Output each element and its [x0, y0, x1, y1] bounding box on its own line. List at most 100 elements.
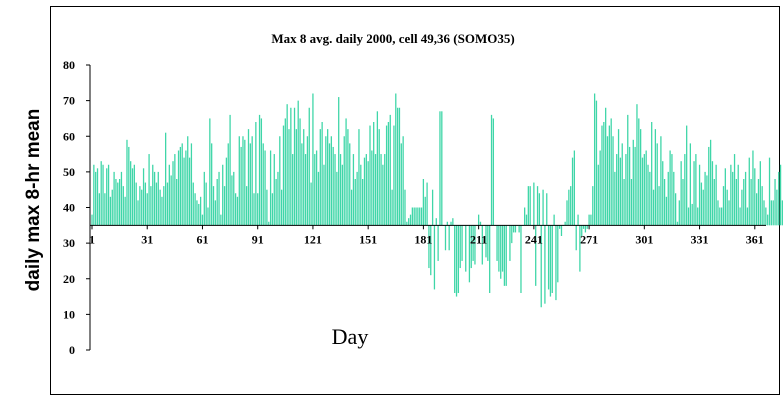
bar-day-9 [106, 168, 108, 226]
bar-day-273 [592, 186, 594, 226]
bar-day-224 [501, 225, 504, 272]
bar-day-339 [713, 179, 715, 226]
bar-day-258 [564, 221, 566, 226]
bar-day-175 [411, 207, 413, 226]
bar-day-32 [148, 154, 150, 226]
bar-day-328 [693, 161, 695, 226]
x-tick-label: 241 [525, 232, 543, 246]
bar-day-117 [304, 154, 307, 226]
bar-day-94 [262, 143, 264, 226]
x-tick-label: 181 [414, 232, 432, 246]
bar-day-180 [420, 207, 423, 226]
bar-day-62 [203, 171, 205, 226]
bar-day-216 [487, 225, 489, 261]
bar-day-50 [181, 143, 183, 226]
bar-day-141 [349, 143, 351, 226]
bar-day-124 [317, 171, 320, 226]
bar-day-96 [266, 189, 268, 226]
bar-day-30 [144, 182, 147, 226]
bar-day-69 [216, 179, 218, 226]
bar-day-187 [433, 225, 436, 290]
bar-day-209 [474, 225, 476, 265]
bar-day-132 [332, 146, 334, 226]
bar-day-184 [428, 225, 430, 269]
bar-day-261 [570, 186, 572, 226]
bar-day-206 [468, 225, 471, 283]
bar-day-294 [630, 179, 633, 226]
bar-day-72 [222, 164, 224, 226]
bar-day-66 [211, 143, 213, 226]
bar-day-136 [339, 154, 342, 226]
bar-day-16 [118, 179, 121, 226]
bar-day-129 [327, 129, 329, 226]
bar-day-113 [297, 100, 299, 226]
bar-day-284 [612, 136, 614, 226]
bar-day-186 [431, 189, 434, 226]
bar-day-154 [373, 122, 375, 226]
y-tick-label: 10 [63, 307, 75, 321]
bar-day-223 [500, 225, 502, 279]
bar-day-41 [165, 132, 167, 226]
bar-day-305 [651, 122, 653, 226]
bar-day-230 [512, 225, 515, 233]
bar-day-331 [698, 164, 701, 226]
bar-day-151 [367, 161, 369, 226]
bar-day-111 [293, 107, 296, 226]
bar-day-112 [295, 129, 298, 226]
bar-day-73 [223, 186, 226, 226]
bar-day-359 [750, 179, 752, 226]
bar-day-100 [273, 154, 275, 226]
bar-day-71 [220, 214, 222, 226]
bar-day-249 [547, 225, 550, 290]
bar-day-311 [662, 161, 664, 226]
bar-day-6 [100, 161, 102, 226]
bar-day-228 [509, 225, 511, 261]
bar-day-365 [761, 186, 763, 226]
bar-day-367 [765, 207, 767, 226]
bar-day-97 [268, 221, 270, 226]
bar-day-19 [124, 196, 126, 226]
bar-day-110 [292, 154, 294, 226]
bar-day-324 [686, 125, 688, 226]
bar-day-101 [275, 179, 277, 226]
bar-day-17 [120, 171, 123, 226]
bar-day-358 [748, 157, 750, 226]
bar-day-207 [470, 225, 472, 269]
bar-day-215 [485, 225, 487, 258]
bar-day-144 [354, 179, 356, 226]
bar-day-158 [380, 154, 382, 226]
bar-day-163 [389, 114, 391, 226]
bar-day-2 [93, 164, 95, 226]
bar-day-183 [426, 182, 428, 226]
chart-title: Max 8 avg. daily 2000, cell 49,36 (SOMO3… [271, 31, 514, 46]
bar-day-213 [481, 225, 483, 265]
bar-day-360 [752, 150, 754, 226]
bar-day-266 [579, 225, 581, 272]
bar-day-245 [540, 225, 542, 308]
bar-day-157 [378, 129, 380, 226]
bar-day-246 [542, 189, 544, 226]
bar-day-104 [280, 189, 283, 226]
bar-day-76 [229, 114, 231, 226]
bar-day-366 [763, 200, 765, 226]
bar-day-18 [122, 186, 124, 226]
bar-day-354 [741, 189, 743, 226]
bar-day-7 [102, 164, 104, 226]
bar-day-139 [345, 118, 347, 226]
bar-day-134 [336, 171, 338, 226]
bar-day-118 [306, 136, 309, 226]
bar-day-125 [319, 129, 321, 226]
bar-day-308 [656, 143, 658, 226]
bar-day-262 [571, 157, 574, 226]
bar-day-341 [717, 200, 719, 226]
bar-day-159 [382, 164, 384, 226]
bar-day-85 [246, 186, 248, 226]
bar-day-108 [288, 129, 290, 226]
bar-day-15 [117, 182, 119, 226]
bar-day-318 [674, 193, 677, 226]
bar-day-242 [535, 225, 537, 286]
bar-day-114 [299, 118, 301, 226]
bar-day-353 [739, 207, 741, 226]
